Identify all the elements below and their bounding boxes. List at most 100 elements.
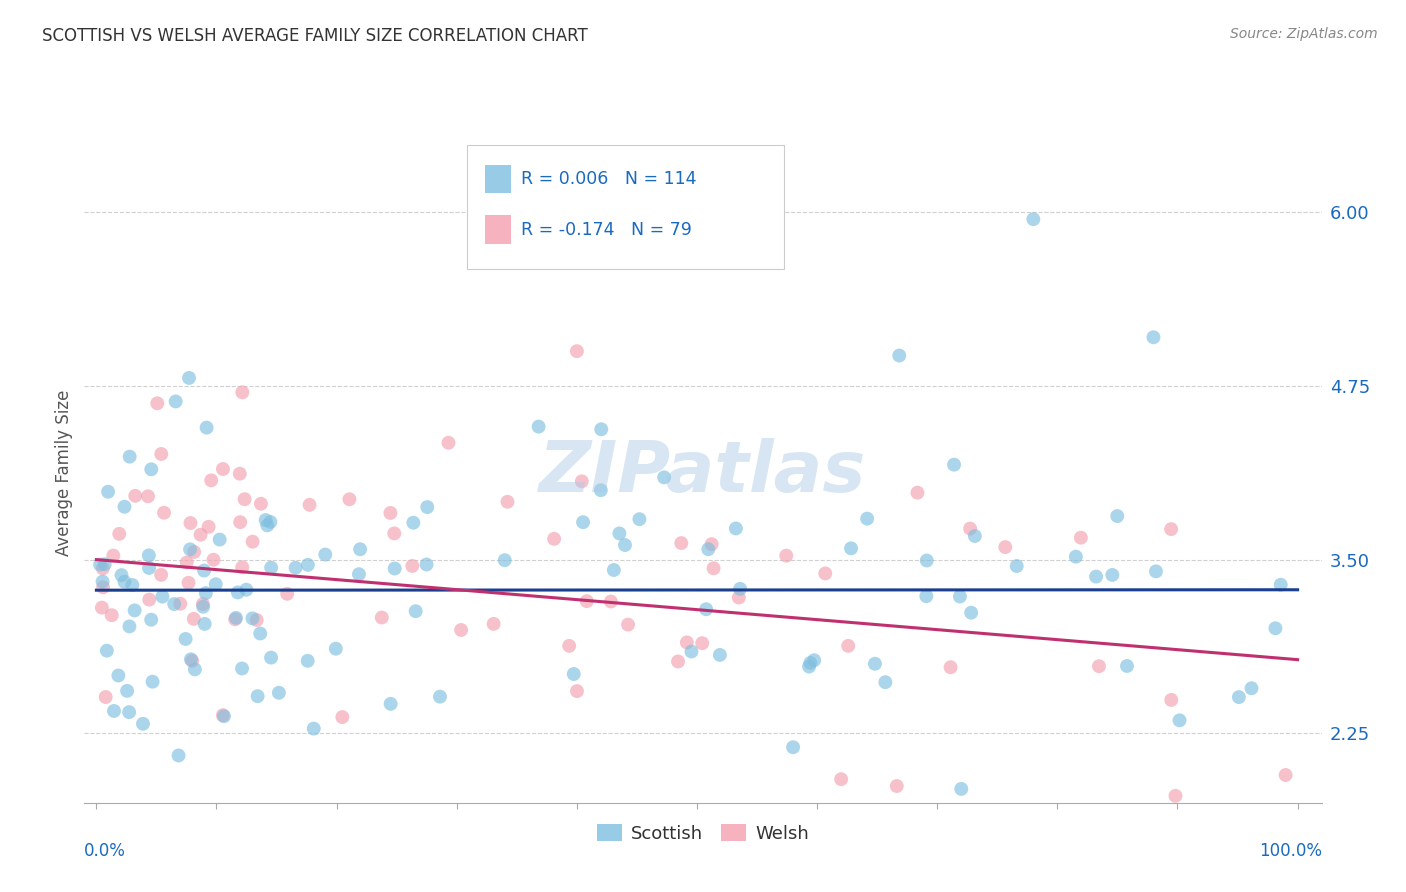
Point (231, 385, 253, 400)
Point (494, 553, 516, 567)
Point (242, 534, 264, 549)
Point (565, 344, 588, 359)
Point (124, 603, 146, 617)
Point (184, 662, 207, 676)
Point (183, 612, 205, 626)
Point (959, 522, 981, 536)
Point (314, 548, 336, 562)
Point (875, 675, 897, 690)
Point (114, 500, 136, 514)
Point (724, 521, 747, 535)
Point (652, 470, 675, 484)
Point (91, 574, 114, 589)
Point (233, 492, 256, 507)
Point (103, 704, 125, 718)
Point (803, 653, 825, 667)
Point (174, 632, 197, 646)
Point (856, 511, 879, 525)
Point (347, 567, 370, 582)
Point (676, 635, 699, 649)
Point (108, 526, 131, 541)
Text: 100.0%: 100.0% (1258, 842, 1322, 861)
Point (617, 617, 640, 632)
Point (153, 506, 176, 520)
Point (118, 705, 141, 719)
Point (190, 527, 212, 541)
Point (136, 489, 159, 503)
Point (163, 597, 186, 611)
Point (543, 532, 565, 546)
Point (589, 483, 612, 498)
Point (837, 639, 859, 653)
Point (267, 686, 290, 700)
Point (297, 558, 319, 572)
Point (93, 558, 115, 572)
Point (96, 643, 118, 657)
Point (628, 512, 651, 526)
Text: R = 0.006   N = 114: R = 0.006 N = 114 (520, 170, 696, 188)
Point (681, 644, 703, 658)
Point (889, 349, 911, 363)
Point (302, 722, 325, 736)
Point (191, 597, 214, 611)
Point (325, 641, 347, 656)
Point (177, 575, 200, 590)
Point (907, 485, 929, 500)
Point (204, 577, 226, 591)
Point (727, 591, 749, 605)
Point (121, 578, 143, 592)
Point (260, 650, 283, 665)
Point (179, 516, 201, 530)
Point (118, 619, 141, 633)
Point (256, 518, 278, 533)
Point (1005, 559, 1028, 574)
Point (90, 600, 112, 615)
Point (141, 462, 163, 476)
Point (1088, 659, 1111, 673)
Point (231, 560, 253, 574)
Point (994, 540, 1017, 554)
Point (349, 542, 371, 557)
Point (775, 549, 797, 563)
Point (91, 580, 114, 594)
Point (575, 594, 598, 608)
Point (167, 748, 190, 763)
Point (254, 513, 277, 527)
Point (1101, 568, 1123, 582)
Point (799, 656, 821, 670)
Point (915, 589, 938, 603)
Point (1164, 789, 1187, 803)
Point (1144, 565, 1167, 579)
Point (666, 655, 689, 669)
Point (242, 611, 264, 625)
Point (437, 435, 460, 450)
Point (482, 616, 505, 631)
Text: R = -0.174   N = 79: R = -0.174 N = 79 (520, 221, 692, 239)
Point (527, 419, 550, 434)
Point (797, 659, 820, 673)
Point (1142, 330, 1164, 344)
Point (212, 708, 235, 723)
Point (1270, 578, 1292, 592)
Point (405, 604, 427, 618)
Point (103, 549, 125, 563)
Point (107, 668, 129, 682)
Point (939, 660, 962, 674)
Point (429, 690, 451, 704)
Point (146, 396, 169, 410)
Point (450, 623, 472, 637)
Point (695, 602, 717, 616)
Point (235, 582, 257, 597)
Point (191, 599, 214, 614)
Point (330, 710, 353, 724)
Point (700, 537, 723, 551)
Point (371, 610, 394, 624)
Point (250, 497, 273, 511)
Text: 0.0%: 0.0% (84, 842, 127, 861)
Point (728, 582, 751, 596)
Point (249, 626, 271, 640)
Point (246, 689, 269, 703)
Point (212, 462, 235, 476)
Point (97, 484, 120, 499)
Point (225, 611, 247, 625)
